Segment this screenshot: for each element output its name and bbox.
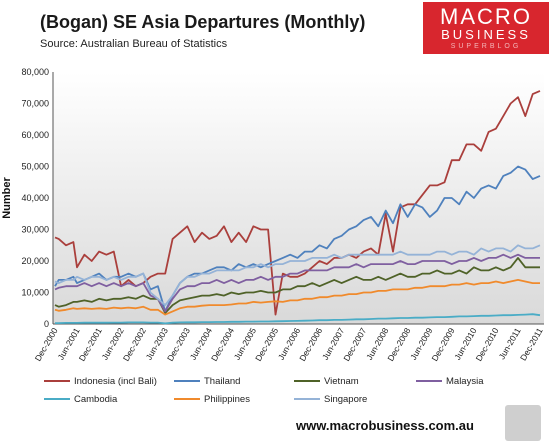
series-line-singapore	[54, 244, 541, 306]
y-tick-label: 50,000	[21, 162, 49, 172]
legend-swatch	[294, 398, 320, 401]
y-tick-label: 20,000	[21, 256, 49, 266]
chart-legend: Indonesia (incl Bali) Thailand Vietnam Mala…	[44, 376, 534, 410]
legend-item-cambodia: Cambodia	[44, 394, 117, 405]
legend-item-indonesia: Indonesia (incl Bali)	[44, 376, 157, 387]
legend-label: Singapore	[324, 394, 368, 405]
series-line-indonesia	[54, 90, 541, 316]
legend-swatch	[174, 398, 200, 401]
y-tick-label: 30,000	[21, 225, 49, 235]
series-lines	[54, 90, 541, 325]
x-axis: Dec-2000Jun-2001Dec-2001Jun-2002Dec-2002…	[33, 323, 545, 363]
legend-item-thailand: Thailand	[174, 376, 240, 387]
legend-label: Indonesia (incl Bali)	[74, 376, 157, 387]
y-tick-label: 40,000	[21, 193, 49, 203]
logo-line-1: MACRO	[440, 4, 532, 29]
y-tick-label: 0	[44, 319, 49, 329]
legend-swatch	[416, 380, 442, 383]
legend-label: Philippines	[204, 394, 250, 405]
y-tick-label: 10,000	[21, 288, 49, 298]
series-line-malaysia	[54, 253, 540, 313]
y-axis-label: Number	[1, 177, 13, 219]
y-tick-label: 60,000	[21, 130, 49, 140]
series-line-vietnam	[54, 257, 540, 314]
legend-label: Malaysia	[446, 376, 484, 387]
legend-item-singapore: Singapore	[294, 394, 367, 405]
legend-swatch	[294, 380, 320, 383]
website-url: www.macrobusiness.com.au	[296, 418, 474, 433]
chart-title: (Bogan) SE Asia Departures (Monthly)	[40, 12, 366, 32]
series-line-cambodia	[55, 313, 541, 325]
chart-source: Source: Australian Bureau of Statistics	[40, 38, 228, 50]
y-tick-label: 80,000	[21, 67, 49, 77]
logo-line-2: BUSINESS	[441, 27, 531, 42]
legend-item-malaysia: Malaysia	[416, 376, 484, 387]
y-tick-label: 70,000	[21, 99, 49, 109]
legend-item-vietnam: Vietnam	[294, 376, 359, 387]
legend-label: Cambodia	[74, 394, 118, 405]
logo-line-3: SUPERBLOG	[450, 43, 522, 50]
macrobusiness-logo: MACRO BUSINESS SUPERBLOG	[423, 2, 549, 54]
legend-swatch	[44, 380, 70, 383]
legend-item-philippines: Philippines	[174, 394, 250, 405]
y-axis: 0 10,000 20,000 30,000 40,000 50,000 60,000 70,…	[21, 67, 54, 329]
legend-label: Thailand	[204, 376, 241, 387]
series-line-philippines	[54, 279, 540, 316]
legend-label: Vietnam	[324, 376, 359, 387]
legend-swatch	[174, 380, 200, 383]
series-line-thailand	[54, 165, 541, 313]
legend-swatch	[44, 398, 70, 401]
wolf-logo-icon	[505, 405, 541, 441]
